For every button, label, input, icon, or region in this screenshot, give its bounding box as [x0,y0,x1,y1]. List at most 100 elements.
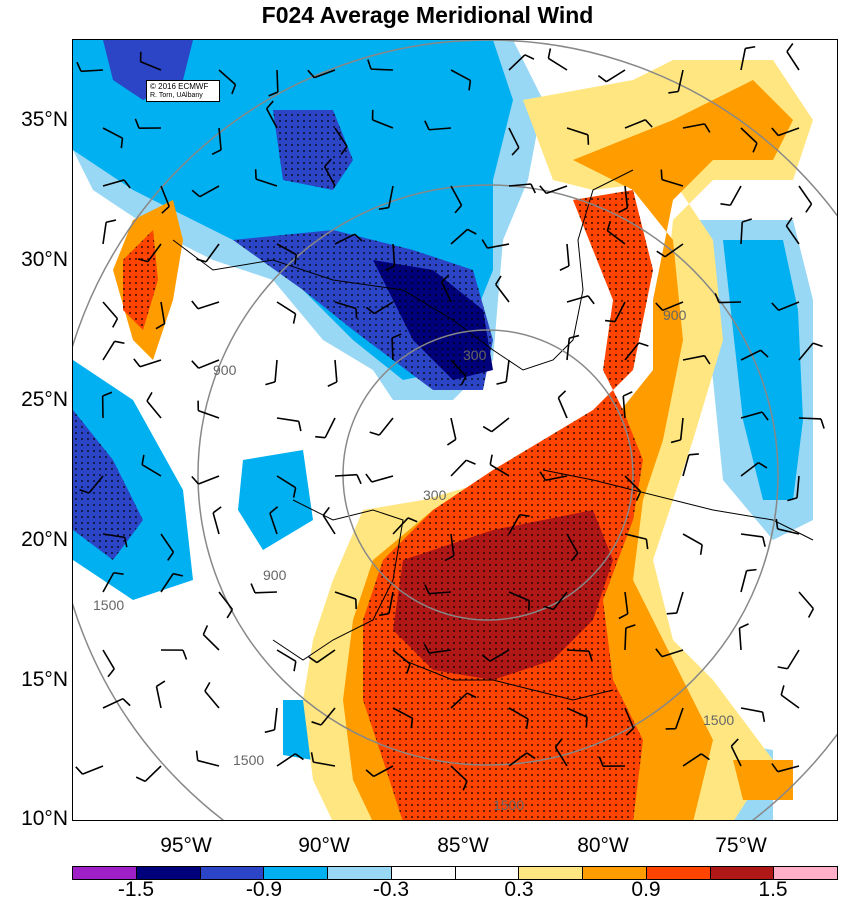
wind-barb [219,592,232,609]
ring-label-300: 300 [463,347,487,363]
credit-line1: © 2016 ECMWF [150,82,216,91]
wind-barb [83,766,103,774]
wind-barb-flag [251,584,255,593]
ring-label-300: 300 [423,487,447,503]
ring-label-1500: 1500 [233,752,264,768]
wind-barb-flag [813,343,822,346]
wind-barb-flag [586,717,587,727]
wind-barb-flag [806,204,812,212]
wind-barb [198,302,219,309]
wind-barb-flag [623,392,632,396]
wind-barb [147,401,161,418]
wind-barb [277,302,296,314]
wind-barb [787,650,799,669]
wind-barb [799,592,813,609]
wind-barb [156,686,161,708]
wind-barb [103,650,114,669]
wind-barb [781,695,799,708]
wind-barb-flag [763,712,765,722]
colorbar-label: -1.5 [106,879,166,901]
wind-barb [198,761,219,766]
wind-barb-flag [213,507,221,513]
wind-barb-flag [781,685,784,695]
wind-barb-flag [689,454,699,455]
wind-barb-flag [123,699,130,706]
wind-barb [719,302,741,303]
wind-barb-flag [203,625,207,634]
wind-barb [451,460,466,476]
wind-barb [730,186,741,205]
wind-barb-flag [821,419,824,428]
wind-barb-flag [605,321,615,322]
wind-barb [198,411,219,418]
wind-barb [277,754,295,766]
colorbar [72,866,838,880]
wind-barb [392,338,393,360]
wind-barb-flag [661,170,662,180]
wind-barb [379,418,393,435]
wind-barb [677,592,683,613]
wind-barb [741,708,763,712]
wind-barb [145,766,161,781]
wind-barb [275,360,277,382]
colorbar-label: 0.9 [616,879,676,901]
wind-barb-flag [370,432,380,435]
colorbar-label: -0.9 [234,879,294,901]
wind-barb-flag [639,343,648,346]
wind-barb [451,418,456,439]
wind-barb [325,418,335,438]
wind-barb [198,476,219,484]
wind-barb [799,418,821,419]
wind-barb [372,476,393,482]
wind-barb [277,70,278,92]
wind-barb-flag [548,48,550,58]
wind-barb-flag [558,391,565,398]
wind-barb [103,302,117,319]
wind-barb-flag [136,777,145,781]
wind-barb-flag [778,667,788,669]
wind-barb-flag [560,266,569,270]
ring-label-1500: 1500 [703,712,734,728]
wind-barb-flag [588,296,594,304]
wind-barb-flag [483,427,492,432]
wind-barb-flag [156,681,164,686]
wind-barb-flag [366,474,372,482]
wind-barb [567,296,588,302]
wind-barb [625,628,626,650]
map-title: F024 Average Meridional Wind [0,0,855,30]
wind-barb-flag [701,545,703,555]
wind-barb-flag [357,475,361,484]
colorbar-label: 1.5 [743,879,803,901]
lon-label-85w: 85°W [423,834,503,858]
wind-barb [255,592,277,593]
wind-barb-flag [76,767,83,774]
wind-barb-flag [525,55,534,59]
wind-barb [546,186,567,193]
wind-barb-flag [227,609,232,618]
wind-barb [492,418,509,432]
wind-barb-flag [720,204,730,205]
wind-barb-flag [106,220,116,222]
wind-barb [203,635,219,650]
wind-barb [335,475,357,476]
lat-label-15n: 15°N [0,669,68,691]
wind-barb-flag [108,669,114,677]
wind-barb-flag [598,76,606,82]
wind-barb-flag [183,650,186,659]
wind-barb-flag [739,624,748,628]
wind-barb-flag [323,507,329,515]
wind-barb-flag [466,460,475,464]
wind-barb [558,398,567,418]
lon-label-90w: 90°W [284,834,364,858]
wind-barb-flag [113,319,118,328]
wind-barb-flag [747,570,757,571]
wind-barb-flag [787,44,793,52]
wind-barb [787,52,799,70]
map-canvas: 300 300 900 900 900 1500 1500 1500 1500 [73,40,838,821]
wind-barb-flag [745,47,755,49]
ring-label-1500: 1500 [93,597,124,613]
wind-barb-flag [667,613,677,614]
wind-barb-flag [315,437,325,438]
wind-barb [799,186,812,204]
wind-barb-flag [192,301,198,309]
